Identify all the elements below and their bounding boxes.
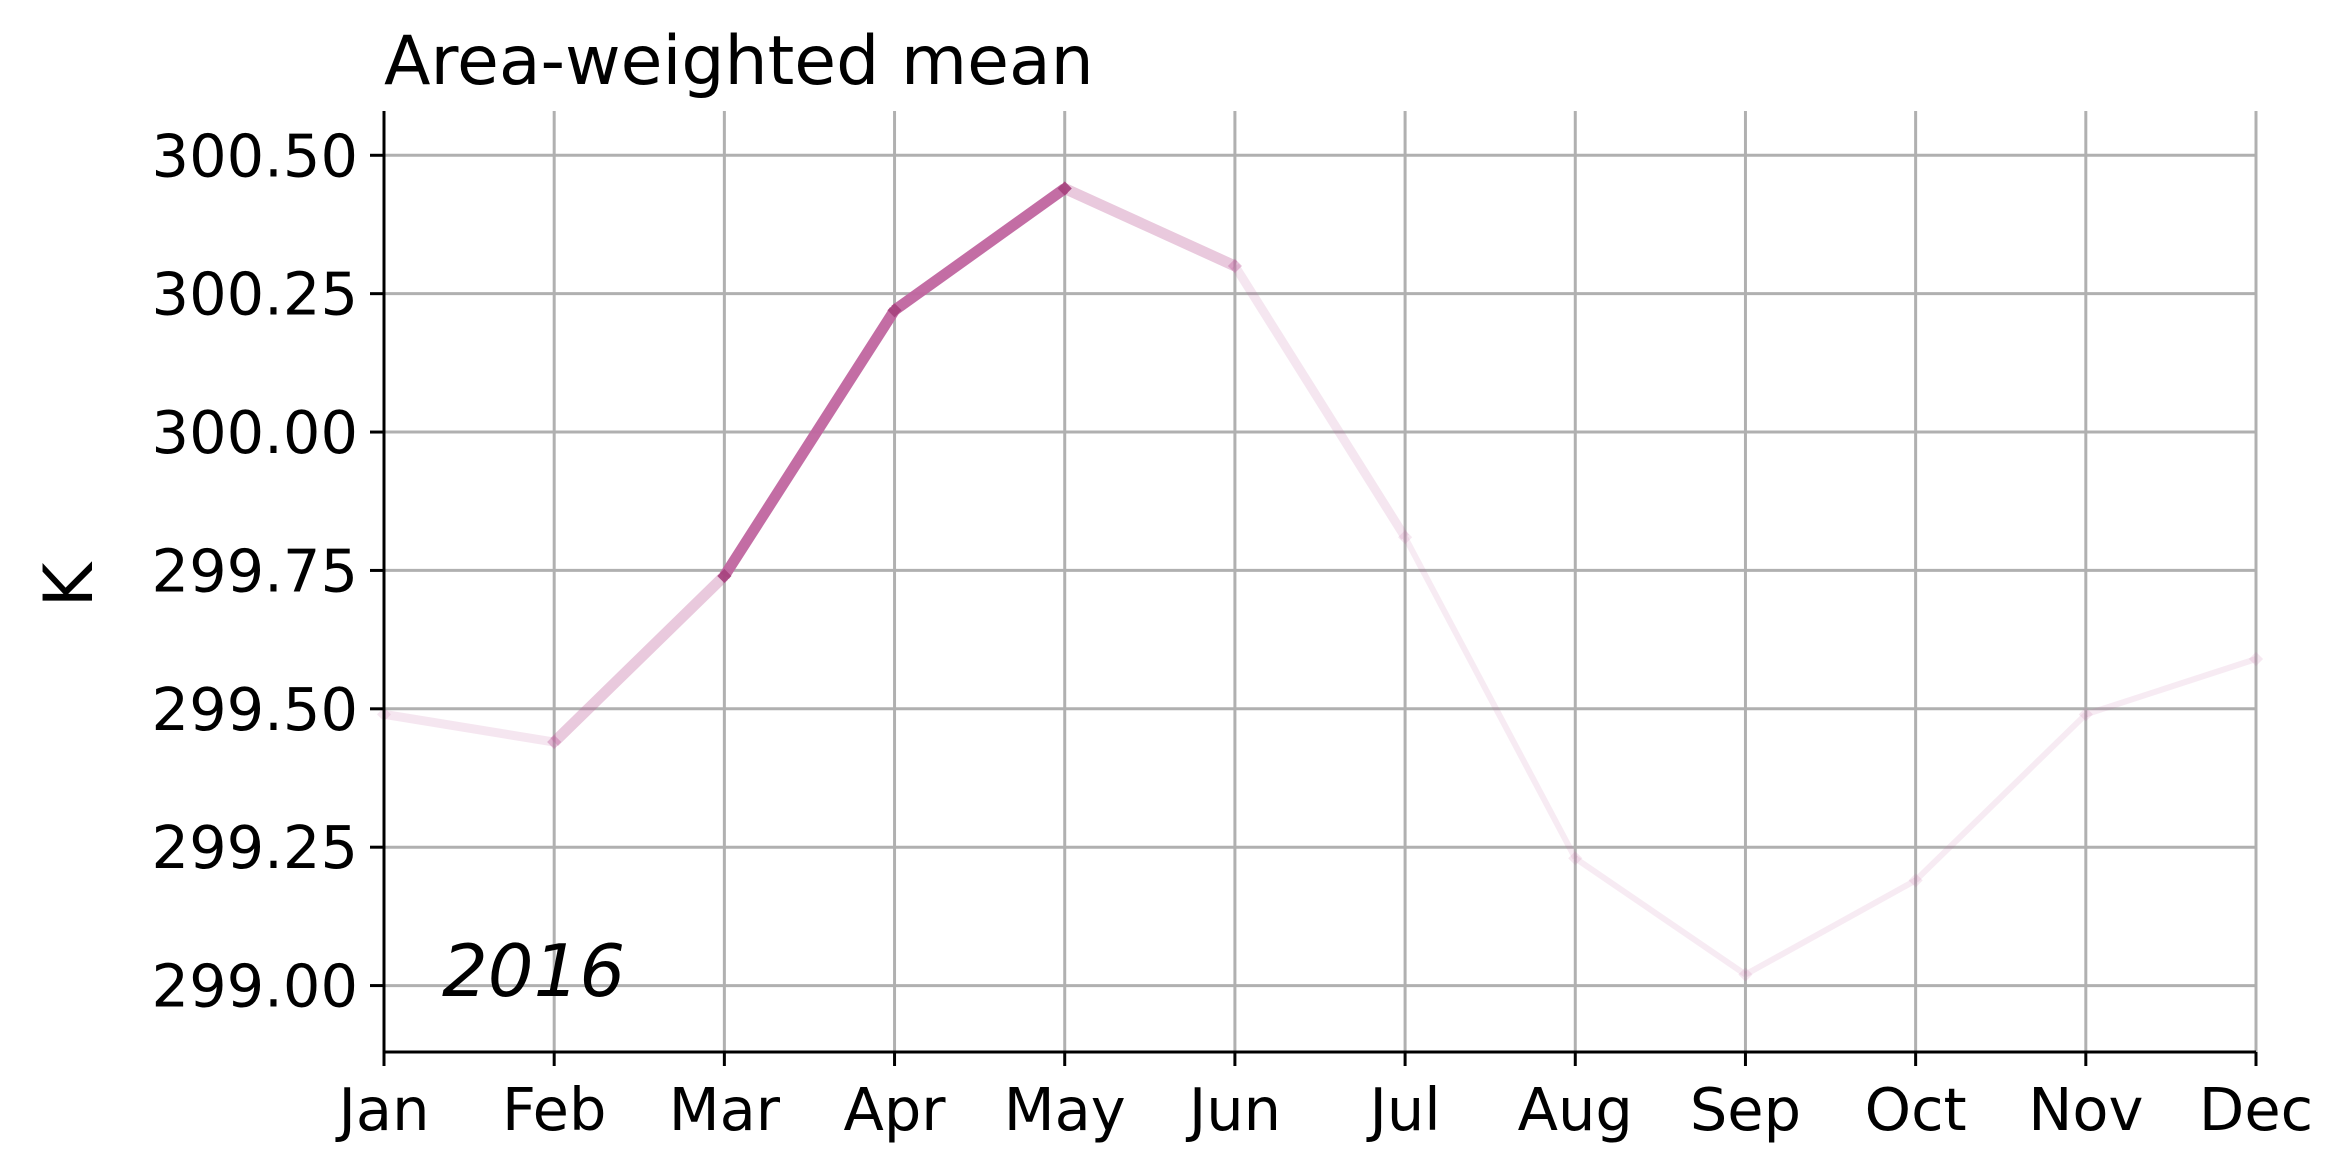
- series-point: [547, 734, 562, 750]
- series-point: [1568, 851, 1583, 866]
- x-tick-label: Aug: [1518, 1075, 1633, 1144]
- y-tick-label: 299.75: [152, 536, 358, 605]
- x-tick-label: Feb: [502, 1075, 606, 1144]
- series-segment: [719, 307, 900, 579]
- series-segment: [891, 184, 1068, 315]
- x-tick-label: May: [1004, 1075, 1126, 1144]
- y-tick-label: 300.50: [152, 121, 358, 190]
- grid: [382, 111, 2258, 1052]
- x-tick-label: Jun: [1185, 1075, 1281, 1144]
- series-point: [1738, 967, 1753, 982]
- x-tick-label: Oct: [1865, 1075, 1967, 1144]
- series-segment: [2084, 656, 2257, 718]
- x-ticks: Jan Feb Mar Apr May Jun Jul Aug Sep Oct Nov Dec: [335, 1052, 2313, 1144]
- series-segment: [1913, 712, 2088, 883]
- y-tick-label: 300.25: [152, 260, 358, 329]
- axes: [382, 111, 2256, 1054]
- y-axis-label: K: [30, 560, 109, 607]
- series-point: [1398, 530, 1413, 545]
- x-tick-label: Nov: [2028, 1075, 2143, 1144]
- x-tick-label: Jan: [335, 1075, 430, 1144]
- series-point: [1227, 258, 1242, 274]
- x-tick-label: Sep: [1690, 1075, 1801, 1144]
- series-segment: [550, 572, 729, 746]
- x-tick-label: Jul: [1365, 1075, 1440, 1144]
- y-tick-label: 299.25: [152, 813, 358, 882]
- y-tick-label: 300.00: [152, 398, 358, 467]
- series-segment: [383, 709, 555, 747]
- series-point: [1908, 873, 1923, 888]
- series-segment: [1744, 877, 1918, 978]
- series-point: [717, 568, 732, 584]
- series-segment: [1231, 263, 1409, 540]
- series-segment: [1402, 535, 1578, 860]
- y-tick-label: 299.00: [152, 952, 358, 1021]
- series-point: [887, 303, 902, 318]
- series-line: [376, 181, 2264, 982]
- y-ticks: 299.00 299.25 299.50 299.75 300.00 300.25 300.…: [152, 121, 384, 1021]
- year-annotation: 2016: [442, 929, 625, 1013]
- x-tick-label: Dec: [2199, 1075, 2313, 1144]
- series-segment: [1062, 183, 1238, 271]
- series-point: [1057, 181, 1072, 196]
- x-tick-label: Apr: [844, 1075, 947, 1144]
- series-point: [2248, 651, 2264, 667]
- y-tick-label: 299.50: [152, 675, 358, 744]
- chart-title: Area-weighted mean: [384, 22, 1094, 101]
- series-segment: [1573, 855, 1748, 977]
- x-tick-label: Mar: [669, 1075, 781, 1144]
